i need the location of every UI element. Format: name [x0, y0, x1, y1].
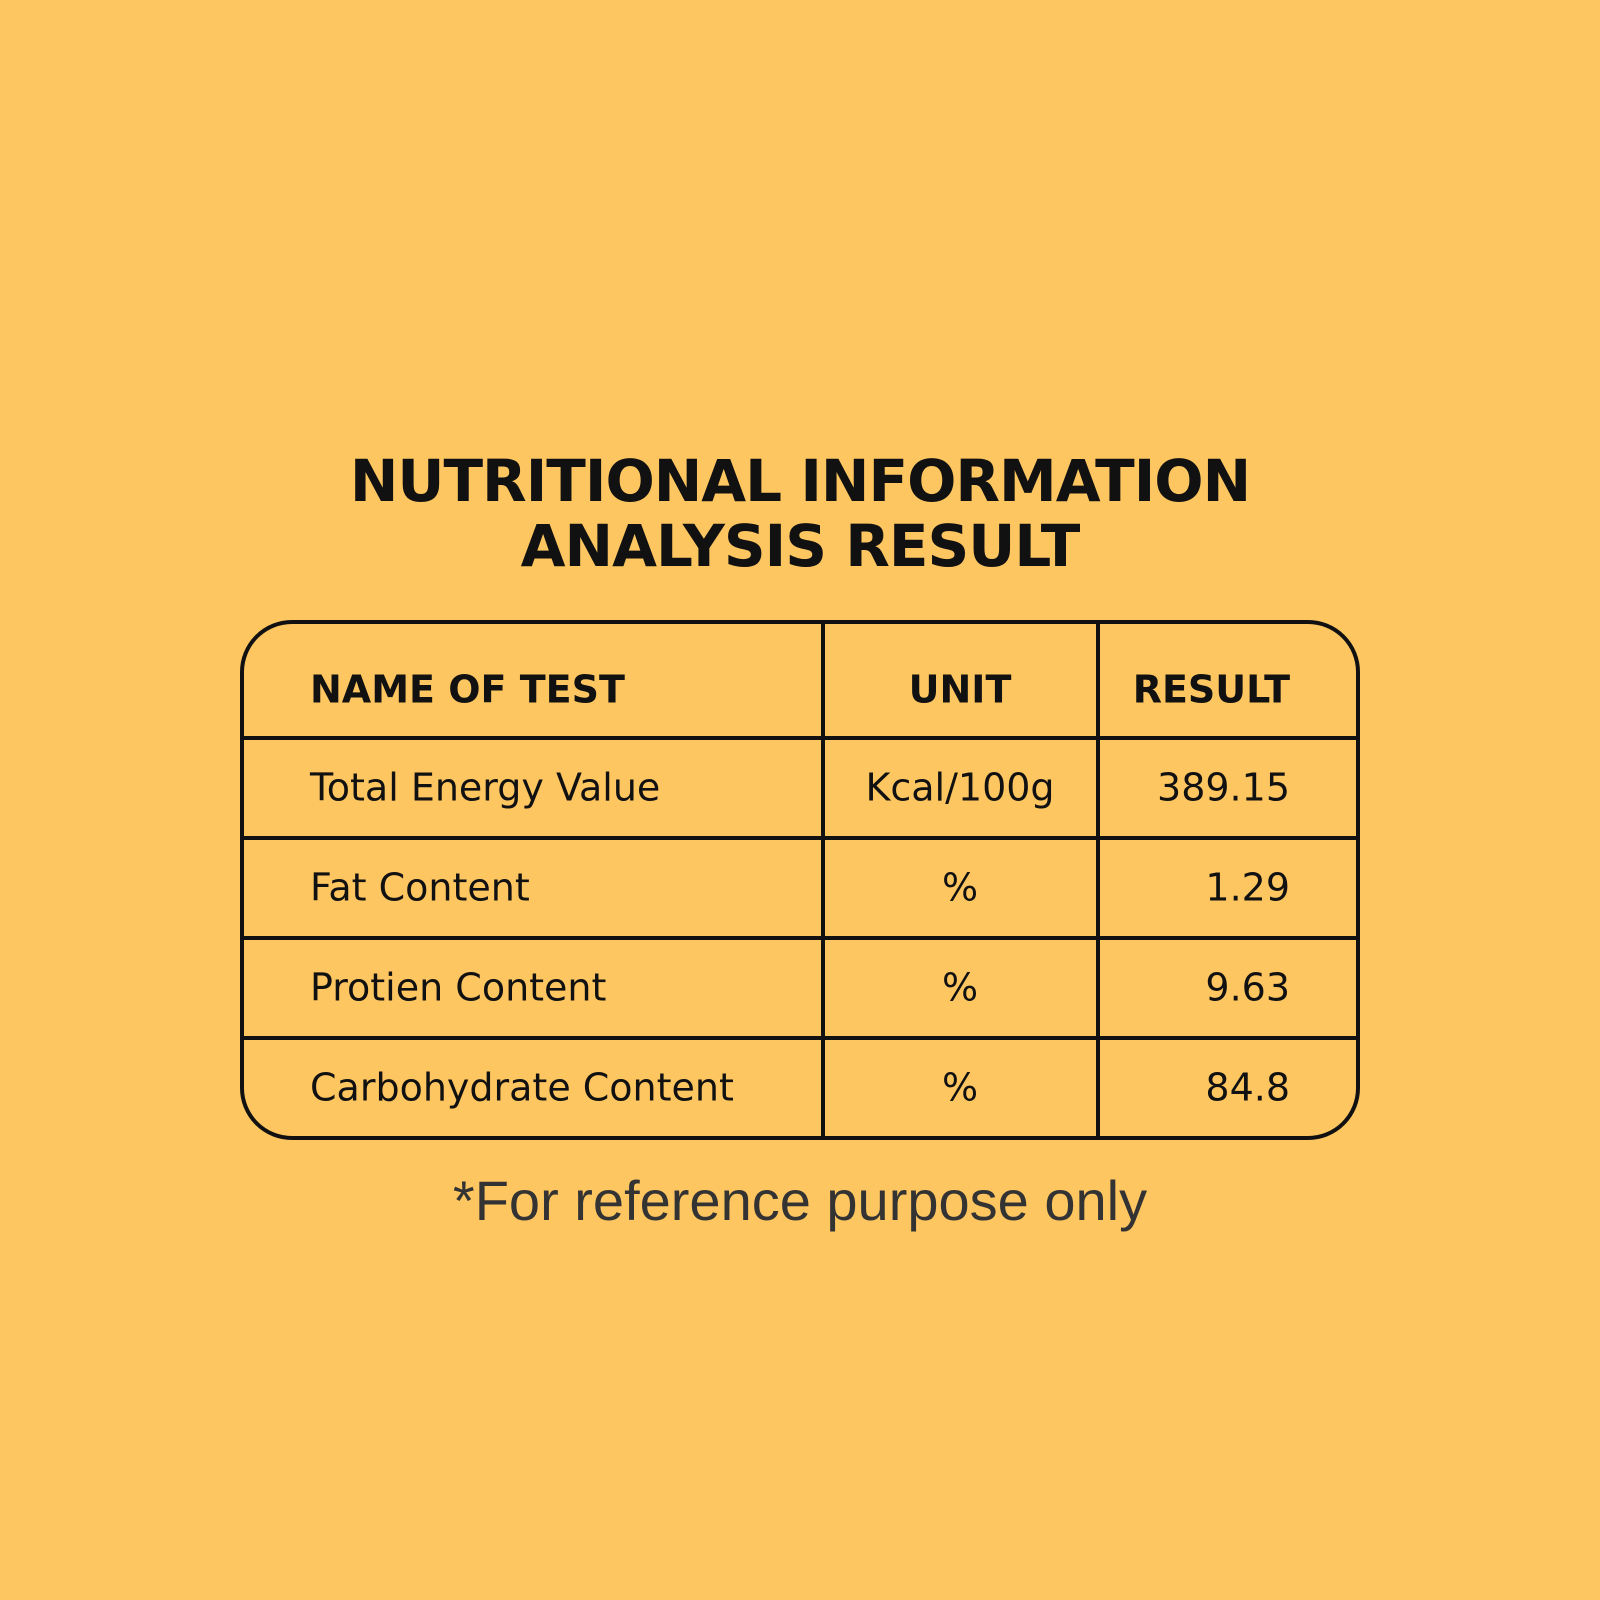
table: NAME OF TEST UNIT RESULT Total Energy Value…	[240, 620, 1360, 1140]
footnote: *For reference purpose only	[453, 1169, 1147, 1232]
table-cell: Protien Content	[310, 966, 606, 1010]
table-cell: 9.63	[1205, 966, 1290, 1010]
table-cell: %	[942, 866, 978, 910]
table-cell: Fat Content	[310, 866, 530, 910]
header-cell: NAME OF TEST	[310, 668, 625, 712]
header-cell: RESULT	[1133, 668, 1290, 712]
table-cell: 389.15	[1157, 766, 1290, 810]
table-cell: 1.29	[1205, 866, 1290, 910]
header-cell: UNIT	[909, 668, 1012, 712]
title-line: ANALYSIS RESULT	[521, 512, 1081, 580]
table-cell: Carbohydrate Content	[310, 1066, 734, 1110]
table-cell: Total Energy Value	[309, 766, 660, 810]
table-cell: Kcal/100g	[865, 766, 1054, 810]
table-cell: 84.8	[1205, 1066, 1290, 1110]
table-cell: %	[942, 1066, 978, 1110]
table-border	[240, 620, 1360, 1140]
table-cell: %	[942, 966, 978, 1010]
title-line: NUTRITIONAL INFORMATION	[350, 447, 1250, 515]
